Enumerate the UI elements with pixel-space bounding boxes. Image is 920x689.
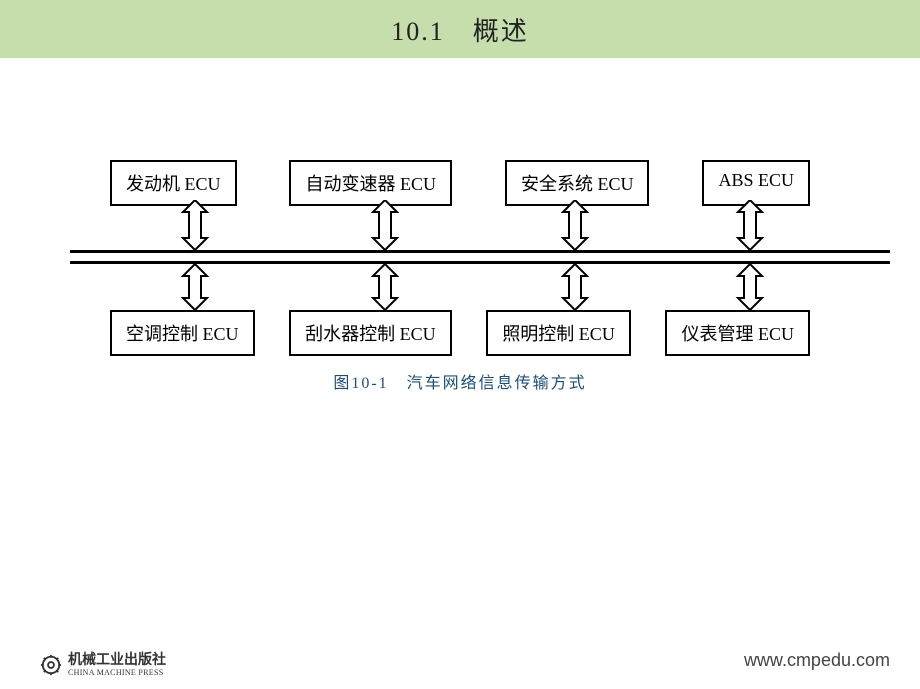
node-instrument-ecu: 仪表管理 ECU bbox=[665, 310, 810, 356]
figure-caption: 图10-1 汽车网络信息传输方式 bbox=[0, 369, 920, 393]
node-ac-ecu: 空调控制 ECU bbox=[110, 310, 255, 356]
publisher-block: 机械工业出版社 CHINA MACHINE PRESS bbox=[40, 654, 166, 677]
bus-diagram: 发动机 ECU 自动变速器 ECU 安全系统 ECU ABS ECU 空调控制 … bbox=[0, 160, 920, 390]
gear-icon bbox=[40, 654, 62, 676]
bottom-node-row: 空调控制 ECU 刮水器控制 ECU 照明控制 ECU 仪表管理 ECU bbox=[0, 310, 920, 356]
top-node-row: 发动机 ECU 自动变速器 ECU 安全系统 ECU ABS ECU bbox=[0, 160, 920, 206]
publisher-name-cn: 机械工业出版社 bbox=[68, 654, 166, 669]
footer: 机械工业出版社 CHINA MACHINE PRESS www.cmpedu.c… bbox=[0, 637, 920, 677]
publisher-text: 机械工业出版社 CHINA MACHINE PRESS bbox=[68, 654, 166, 677]
header-band: 10.1 概述 bbox=[0, 0, 920, 58]
publisher-name-en: CHINA MACHINE PRESS bbox=[68, 669, 166, 677]
page-title: 10.1 概述 bbox=[391, 11, 529, 48]
node-lighting-ecu: 照明控制 ECU bbox=[486, 310, 631, 356]
site-url: www.cmpedu.com bbox=[744, 650, 890, 671]
bus-line-upper bbox=[70, 250, 890, 253]
node-engine-ecu: 发动机 ECU bbox=[110, 160, 237, 206]
bus-lines bbox=[70, 250, 890, 264]
node-wiper-ecu: 刮水器控制 ECU bbox=[289, 310, 452, 356]
